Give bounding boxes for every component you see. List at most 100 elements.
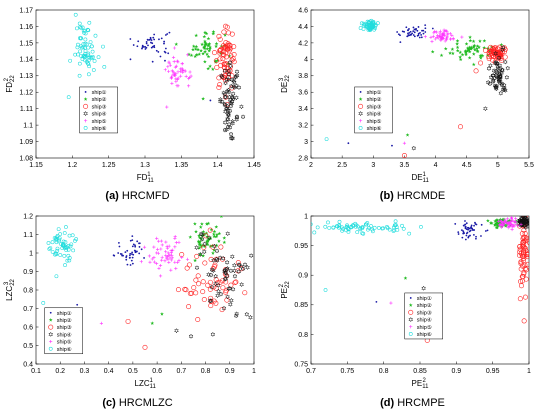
y-tick-label: 0.9 xyxy=(23,269,33,276)
data-point xyxy=(471,45,476,50)
data-point xyxy=(431,34,435,39)
series-6-points xyxy=(41,225,79,305)
x-axis-label: LZC111 xyxy=(135,378,157,390)
data-point xyxy=(214,256,219,262)
data-point xyxy=(193,258,198,263)
data-point xyxy=(167,244,171,248)
data-point xyxy=(401,30,404,33)
data-point xyxy=(153,38,156,41)
data-point xyxy=(176,76,180,80)
data-point xyxy=(171,73,175,77)
data-point xyxy=(467,55,472,60)
data-point xyxy=(499,80,505,87)
data-point xyxy=(233,313,239,319)
data-point xyxy=(63,263,67,267)
data-point xyxy=(495,225,500,230)
data-point xyxy=(222,235,227,240)
data-point xyxy=(211,31,216,36)
data-point xyxy=(523,217,529,224)
data-point xyxy=(224,76,230,82)
data-point xyxy=(311,222,313,227)
data-point xyxy=(138,252,141,255)
data-point xyxy=(229,135,235,141)
data-point xyxy=(187,52,191,56)
data-point xyxy=(218,96,223,103)
chart-panel-hrcmpe: 0.7 0.75 0.8 0.85 0.9 0.95 1 0.75 0.8 0.85 0.9 0.95… xyxy=(275,206,550,413)
data-point xyxy=(79,53,83,58)
data-point xyxy=(337,224,342,229)
legend-marker xyxy=(48,331,54,338)
data-point xyxy=(157,266,161,270)
data-point xyxy=(167,260,171,264)
x-tick-label: 1.4 xyxy=(213,162,223,169)
legend-label: ship⑤ xyxy=(57,339,72,346)
data-point xyxy=(213,59,218,63)
data-point xyxy=(197,233,201,238)
data-point xyxy=(519,222,523,226)
data-point xyxy=(148,38,151,41)
data-point xyxy=(478,53,483,58)
data-point xyxy=(168,31,171,34)
data-point xyxy=(419,32,421,34)
data-point xyxy=(184,265,190,271)
data-point xyxy=(62,231,67,235)
data-point xyxy=(131,239,134,242)
data-point xyxy=(344,225,349,230)
data-point xyxy=(131,251,134,254)
data-point xyxy=(403,30,406,33)
legend-marker xyxy=(408,332,413,336)
x-tick-label: 5.5 xyxy=(524,162,534,169)
data-point xyxy=(239,104,244,110)
x-tick-label: 1 xyxy=(252,368,256,375)
data-point xyxy=(207,279,213,285)
caption-hrcmlzc: (c) HRCMLZC xyxy=(0,397,275,409)
data-point xyxy=(202,260,208,266)
data-point xyxy=(516,224,520,228)
data-point xyxy=(138,246,141,248)
data-point xyxy=(210,265,216,271)
data-point xyxy=(214,44,219,48)
data-point xyxy=(443,46,448,51)
legend-box xyxy=(404,292,443,340)
data-point xyxy=(89,44,94,49)
data-point xyxy=(432,31,436,35)
data-point xyxy=(101,44,105,49)
data-point xyxy=(211,251,215,255)
data-point xyxy=(207,235,212,241)
data-point xyxy=(78,25,82,29)
data-point xyxy=(150,321,155,325)
data-point xyxy=(175,287,181,293)
data-point xyxy=(213,58,219,64)
data-point xyxy=(58,253,63,257)
data-point xyxy=(58,232,63,237)
data-point xyxy=(520,239,526,245)
data-point xyxy=(73,52,78,57)
data-point xyxy=(223,80,228,86)
x-tick-label: 0.7 xyxy=(306,368,316,375)
data-point xyxy=(458,55,463,59)
data-point xyxy=(118,245,121,248)
legend-marker xyxy=(408,316,414,323)
data-point xyxy=(151,42,154,45)
data-point xyxy=(499,82,505,88)
data-point xyxy=(202,241,208,247)
data-point xyxy=(204,31,209,36)
data-point xyxy=(129,252,132,255)
data-point xyxy=(206,43,211,47)
data-point xyxy=(218,62,224,68)
data-point xyxy=(200,279,206,285)
data-point xyxy=(497,222,501,227)
legend-label: ship⑤ xyxy=(92,118,107,125)
data-point xyxy=(514,219,519,223)
y-tick-label: 1.12 xyxy=(19,90,33,97)
x-axis-label: DE111 xyxy=(412,172,430,184)
data-point xyxy=(217,48,223,54)
data-point xyxy=(367,26,371,30)
data-point xyxy=(467,228,469,231)
data-point xyxy=(163,68,167,72)
data-point xyxy=(326,220,330,225)
data-point xyxy=(371,19,376,24)
data-point xyxy=(460,229,463,232)
data-point xyxy=(201,229,206,234)
